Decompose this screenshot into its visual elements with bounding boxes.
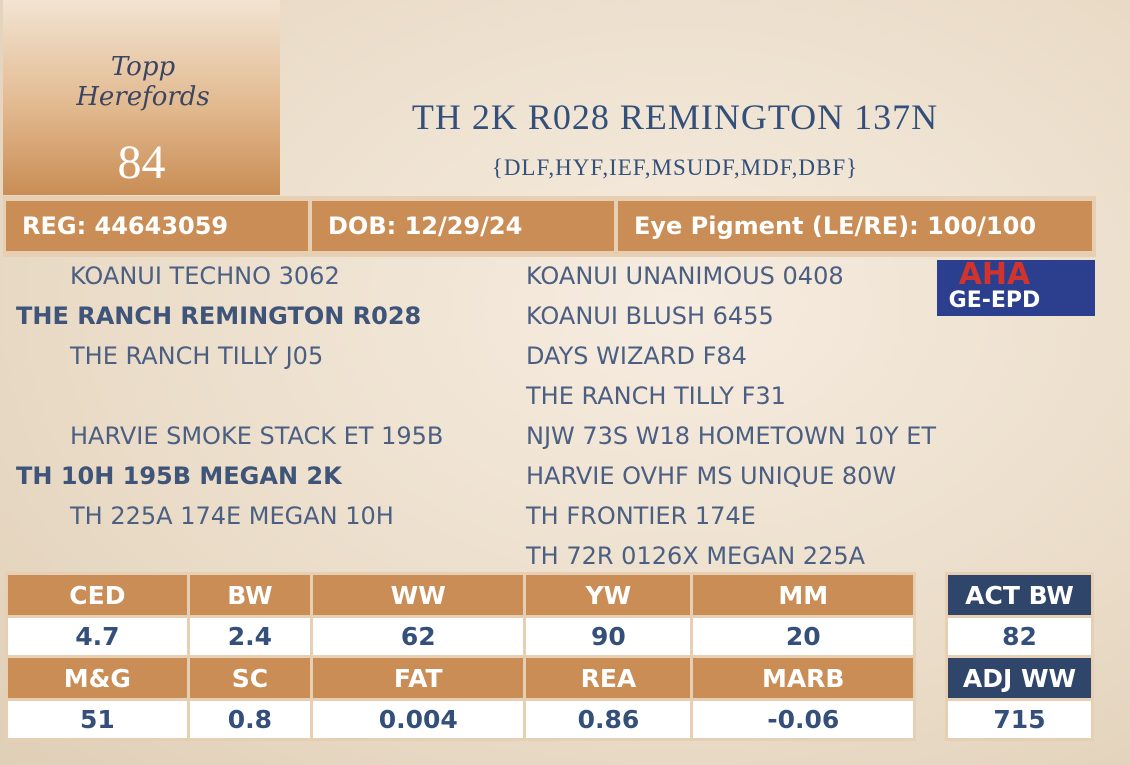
- info-cell: Eye Pigment (LE/RE): 100/100: [618, 201, 1092, 251]
- logo-text: AHA: [958, 257, 1031, 292]
- value-cell: 0.86: [526, 701, 691, 738]
- value-cell: 4.7: [8, 618, 187, 655]
- header-cell: M&G: [8, 658, 187, 698]
- value-cell: 715: [948, 701, 1091, 738]
- value-cell: 82: [948, 618, 1091, 655]
- title: TH 2K R028 REMINGTON 137N: [411, 97, 939, 137]
- header-cell: REA: [526, 658, 691, 698]
- value-cell: 2.4: [189, 618, 311, 655]
- header-cell: YW: [526, 575, 691, 615]
- actual-table: ACT BW 82 ADJ WW 715: [945, 572, 1094, 741]
- pedigree-entry: KOANUI BLUSH 6455: [526, 302, 774, 330]
- header-cell: ADJ WW: [948, 658, 1091, 698]
- table-row: 715: [948, 701, 1091, 738]
- info-bar: REG: 44643059 DOB: 12/29/24 Eye Pigment …: [3, 196, 1096, 257]
- value-cell: -0.06: [693, 701, 913, 738]
- pedigree-entry: NJW 73S W18 HOMETOWN 10Y ET: [526, 422, 937, 450]
- pedigree-entry: THE RANCH TILLY J05: [70, 342, 324, 370]
- pedigree-entry: TH 225A 174E MEGAN 10H: [70, 502, 394, 530]
- sire: THE RANCH REMINGTON R028: [16, 302, 422, 330]
- value-cell: 0.8: [189, 701, 311, 738]
- logo-text: GE-EPD: [948, 288, 1041, 313]
- logo-box: Topp Herefords 84: [3, 0, 280, 195]
- subtitle: {DLF,HYF,IEF,MSUDF,MDF,DBF}: [491, 155, 859, 180]
- dam: TH 10H 195B MEGAN 2K: [16, 462, 342, 490]
- header-cell: SC: [189, 658, 311, 698]
- header-cell: FAT: [313, 658, 524, 698]
- pedigree-entry: DAYS WIZARD F84: [526, 342, 747, 370]
- table-row: CED BW WW YW MM: [8, 575, 913, 615]
- value-cell: 20: [693, 618, 913, 655]
- pedigree-entry: HARVIE OVHF MS UNIQUE 80W: [526, 462, 897, 490]
- lot-number: 84: [117, 136, 166, 189]
- value-cell: 62: [313, 618, 524, 655]
- table-row: ACT BW: [948, 575, 1091, 615]
- pedigree-entry: KOANUI UNANIMOUS 0408: [526, 262, 844, 290]
- epd-table: CED BW WW YW MM 4.7 2.4 62 90 20 M&G SC FAT REA MARB 51…: [5, 572, 916, 741]
- pedigree-entry: TH FRONTIER 174E: [526, 502, 756, 530]
- info-cell: DOB: 12/29/24: [312, 201, 614, 251]
- header-cell: CED: [8, 575, 187, 615]
- table-row: 51 0.8 0.004 0.86 -0.06: [8, 701, 913, 738]
- info-cell: REG: 44643059: [6, 201, 308, 251]
- value-cell: 90: [526, 618, 691, 655]
- pedigree-entry: THE RANCH TILLY F31: [526, 382, 786, 410]
- header-cell: WW: [313, 575, 524, 615]
- table-row: M&G SC FAT REA MARB: [8, 658, 913, 698]
- table-row: 82: [948, 618, 1091, 655]
- pedigree-entry: HARVIE SMOKE STACK ET 195B: [70, 422, 444, 450]
- aha-logo: AHA GE-EPD: [937, 260, 1095, 316]
- value-cell: 0.004: [313, 701, 524, 738]
- farm-logo: Topp Herefords: [76, 52, 210, 112]
- header-cell: MM: [693, 575, 913, 615]
- value-cell: 51: [8, 701, 187, 738]
- header-cell: ACT BW: [948, 575, 1091, 615]
- header-cell: BW: [189, 575, 311, 615]
- pedigree-entry: KOANUI TECHNO 3062: [70, 262, 340, 290]
- table-row: ADJ WW: [948, 658, 1091, 698]
- table-row: 4.7 2.4 62 90 20: [8, 618, 913, 655]
- pedigree-entry: TH 72R 0126X MEGAN 225A: [526, 542, 866, 570]
- header-cell: MARB: [693, 658, 913, 698]
